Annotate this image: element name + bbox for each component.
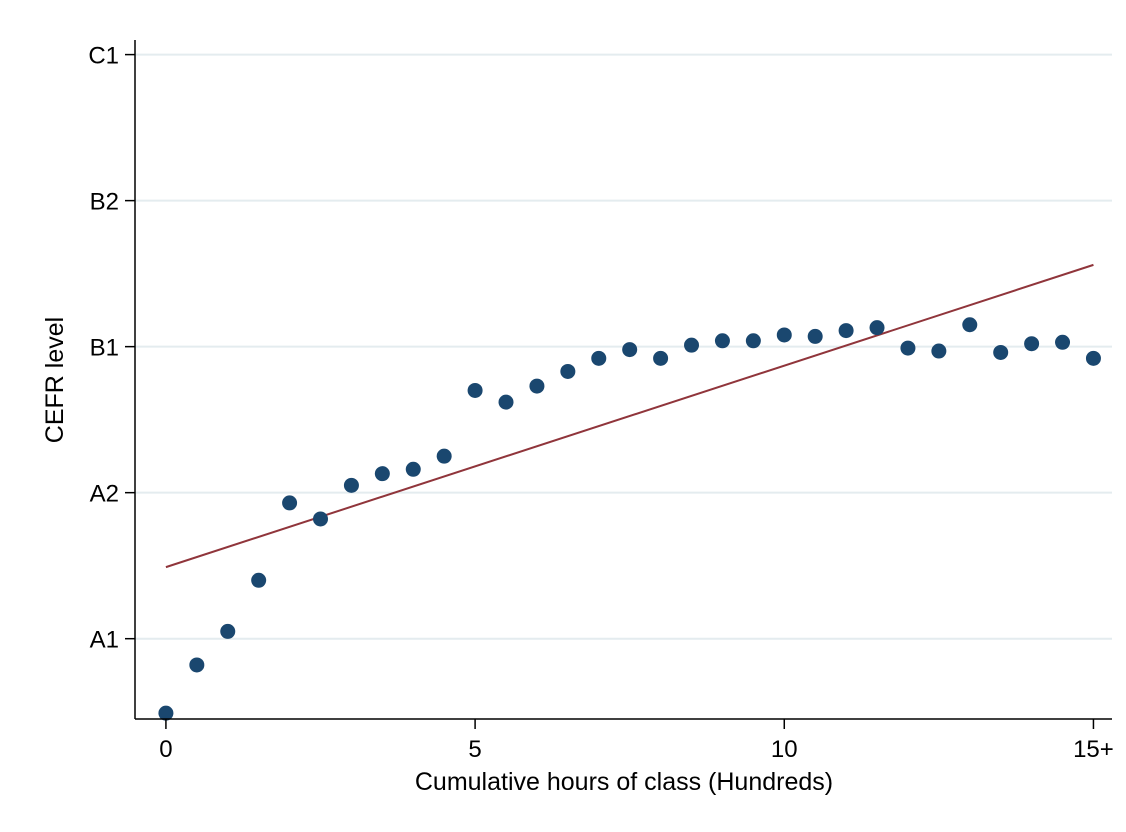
data-point: [220, 623, 236, 639]
x-axis-title: Cumulative hours of class (Hundreds): [415, 768, 833, 796]
data-point: [591, 350, 607, 366]
data-point: [993, 344, 1009, 360]
data-point: [931, 343, 947, 359]
data-point: [529, 378, 545, 394]
data-point: [962, 317, 978, 333]
data-point: [653, 350, 669, 366]
data-point: [776, 327, 792, 343]
fitted-line-layer: [165, 263, 1094, 569]
x-axis-ticks: 0 5 10 15+: [159, 719, 1114, 763]
y-axis-ticks: A1 A2 B1 B2 C1: [88, 43, 135, 654]
data-point: [622, 342, 638, 358]
y-axis-title: CEFR level: [41, 317, 69, 443]
data-point: [343, 477, 359, 493]
y-tick-label-A1: A1: [90, 627, 119, 654]
y-tick-label-B1: B1: [90, 335, 119, 362]
data-point: [467, 382, 483, 398]
data-point: [869, 320, 885, 336]
data-point: [1085, 350, 1101, 366]
data-point: [189, 657, 205, 673]
data-point: [251, 572, 267, 588]
y-tick-label-C1: C1: [88, 43, 119, 70]
data-point: [1055, 334, 1071, 350]
x-tick-label-10: 10: [771, 736, 798, 763]
x-tick-label-5: 5: [468, 736, 481, 763]
axes: [134, 40, 1112, 720]
data-point: [560, 363, 576, 379]
data-point: [436, 448, 452, 464]
data-point: [313, 511, 329, 527]
data-point: [1024, 336, 1040, 352]
x-tick-label-15+: 15+: [1073, 736, 1114, 763]
data-point: [498, 394, 514, 410]
x-tick-label-0: 0: [159, 736, 172, 763]
data-point: [745, 333, 761, 349]
y-tick-label-A2: A2: [90, 481, 119, 508]
data-point: [684, 337, 700, 353]
data-point: [714, 333, 730, 349]
data-point: [838, 323, 854, 339]
data-point: [900, 340, 916, 356]
data-point: [158, 705, 174, 721]
data-point: [282, 495, 298, 511]
y-tick-label-B2: B2: [90, 189, 119, 216]
fitted-line: [165, 263, 1094, 569]
data-point: [374, 466, 390, 482]
data-point: [807, 328, 823, 344]
data-point: [405, 461, 421, 477]
data-points-layer: [158, 317, 1101, 721]
